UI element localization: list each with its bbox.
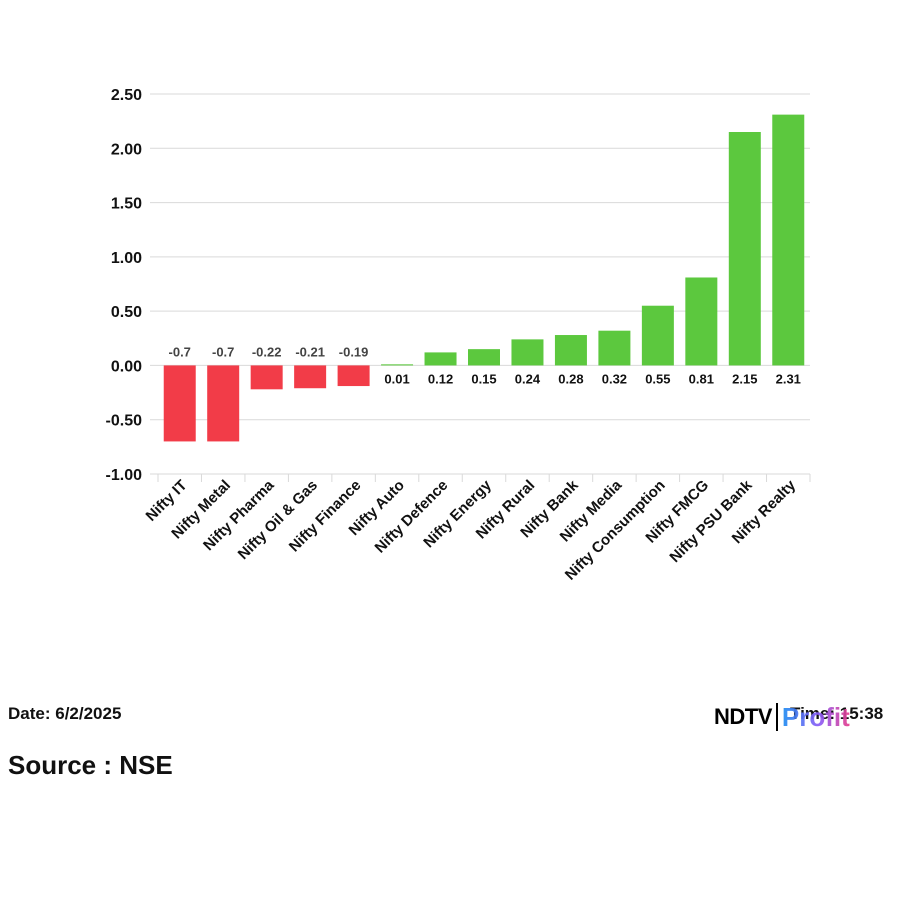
bar xyxy=(424,352,457,366)
bar xyxy=(250,365,283,390)
bar xyxy=(641,305,674,366)
data-label: 0.12 xyxy=(428,371,453,386)
ndtv-profit-logo: NDTV Profit xyxy=(714,700,850,734)
data-label: -0.19 xyxy=(339,344,369,359)
bar xyxy=(163,365,196,442)
y-tick-label: 0.00 xyxy=(111,358,142,375)
y-tick-label: 1.50 xyxy=(111,196,142,213)
data-label: 2.15 xyxy=(732,371,757,386)
bar xyxy=(511,339,544,366)
data-label: 0.81 xyxy=(689,371,714,386)
bar xyxy=(772,114,805,366)
data-label: 0.24 xyxy=(515,371,541,386)
data-label: -0.7 xyxy=(169,344,191,359)
data-label: 0.15 xyxy=(471,371,496,386)
bar xyxy=(294,365,327,389)
y-tick-label: 0.50 xyxy=(111,304,142,321)
date-stamp: Date: 6/2/2025 xyxy=(8,704,121,724)
bar-chart: 2.502.001.501.000.500.00-0.50-1.00-0.7Ni… xyxy=(106,87,811,584)
y-tick-label: 1.00 xyxy=(111,250,142,267)
y-tick-label: -1.00 xyxy=(106,467,143,484)
logo-divider xyxy=(775,703,778,731)
y-tick-label: 2.50 xyxy=(111,87,142,104)
date-value: 6/2/2025 xyxy=(55,704,122,723)
y-tick-label: 2.00 xyxy=(111,141,142,158)
date-label: Date: xyxy=(8,704,51,723)
bar xyxy=(728,132,761,366)
source-note: Source : NSE xyxy=(8,750,173,780)
data-label: 0.01 xyxy=(384,371,409,386)
bar xyxy=(337,365,370,387)
bar xyxy=(598,330,631,366)
data-label: 0.55 xyxy=(645,371,670,386)
data-label: 0.32 xyxy=(602,371,627,386)
logo-ndtv-text: NDTV xyxy=(714,704,772,729)
y-tick-label: -0.50 xyxy=(106,413,143,430)
data-label: -0.22 xyxy=(252,344,282,359)
data-label: -0.7 xyxy=(212,344,234,359)
bar xyxy=(207,365,240,442)
data-label: 0.28 xyxy=(558,371,583,386)
bar xyxy=(554,335,587,366)
data-label: 2.31 xyxy=(776,371,801,386)
data-label: -0.21 xyxy=(295,344,325,359)
bar xyxy=(685,277,718,366)
time-stamp: Time: 15:38 xyxy=(790,704,884,723)
bar xyxy=(468,349,500,366)
logo-profit-text: Profit xyxy=(781,701,850,732)
bar xyxy=(381,364,414,366)
